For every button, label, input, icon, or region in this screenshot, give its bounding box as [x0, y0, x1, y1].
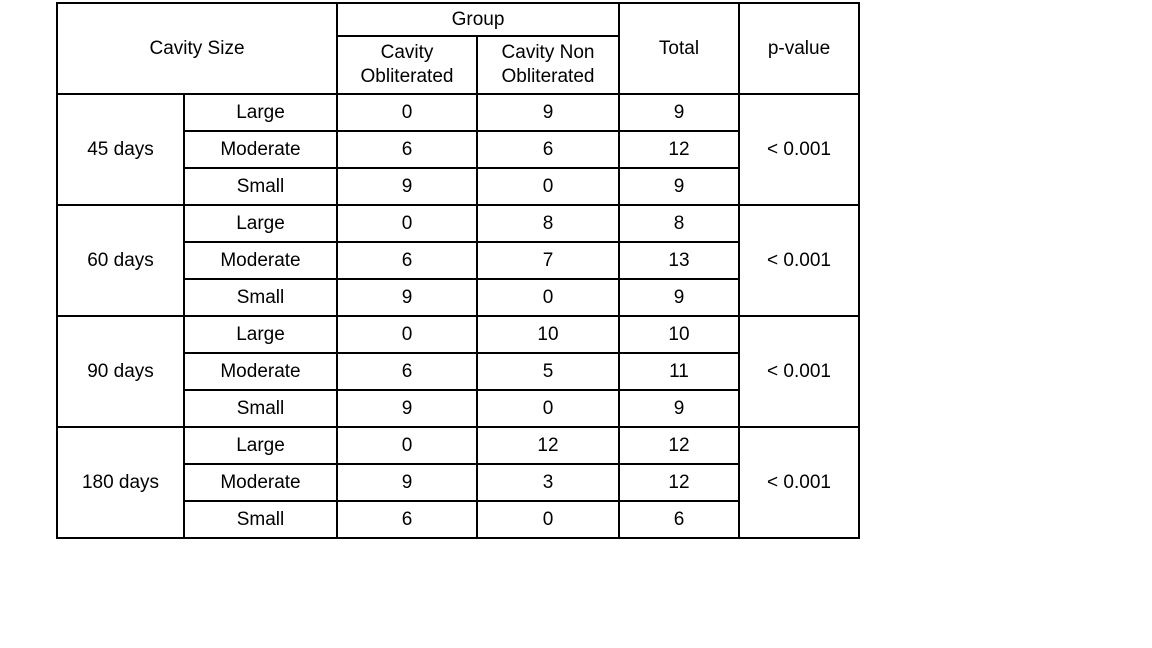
total-value-cell: 11: [618, 352, 740, 391]
non-obliterated-value-cell: 9: [476, 93, 620, 132]
total-value-cell: 9: [618, 278, 740, 317]
table-row: Small 9 0 9: [57, 278, 859, 317]
period-cell: 180 days: [56, 426, 185, 539]
cavity-size-table: Cavity Size Group Total p-value Cavity O…: [56, 2, 860, 539]
non-obliterated-value-cell: 12: [476, 426, 620, 465]
header-cavity-obliterated: Cavity Obliterated: [336, 35, 478, 95]
table-row: Small 9 0 9: [57, 167, 859, 206]
size-cell: Moderate: [183, 241, 338, 280]
header-row-top: Cavity Size Group Total p-value: [56, 2, 860, 95]
total-value-cell: 9: [618, 389, 740, 428]
header-row-sub: Cavity Obliterated Cavity Non Obliterate…: [57, 35, 859, 95]
header-total: Total: [618, 2, 740, 95]
obliterated-value-cell: 9: [336, 463, 478, 502]
non-obliterated-value-cell: 5: [476, 352, 620, 391]
table-row: Small 9 0 9: [57, 389, 859, 428]
table-row: 60 days Large 0 8 8 < 0.001: [56, 204, 860, 317]
size-cell: Small: [183, 167, 338, 206]
period-cell: 60 days: [56, 204, 185, 317]
header-group: Group: [336, 2, 620, 37]
table-row: Moderate 6 7 13: [57, 241, 859, 280]
table-row: Small 6 0 6: [57, 500, 859, 539]
obliterated-value-cell: 6: [336, 130, 478, 169]
size-cell: Small: [183, 389, 338, 428]
obliterated-value-cell: 6: [336, 352, 478, 391]
table-header: Cavity Size Group Total p-value Cavity O…: [56, 2, 860, 95]
size-cell: Moderate: [183, 463, 338, 502]
size-cell: Large: [183, 315, 338, 354]
size-cell: Large: [183, 426, 338, 465]
non-obliterated-value-cell: 0: [476, 278, 620, 317]
obliterated-value-cell: 0: [336, 204, 478, 243]
table-row: 45 days Large 0 9 9 < 0.001: [56, 93, 860, 206]
size-cell: Large: [183, 204, 338, 243]
size-cell: Moderate: [183, 130, 338, 169]
period-cell: 90 days: [56, 315, 185, 428]
non-obliterated-value-cell: 6: [476, 130, 620, 169]
size-cell: Small: [183, 278, 338, 317]
table-row: 90 days Large 0 10 10 < 0.001: [56, 315, 860, 428]
table-row: 180 days Large 0 12 12 < 0.001: [56, 426, 860, 539]
obliterated-value-cell: 6: [336, 241, 478, 280]
table-row: Moderate 9 3 12: [57, 463, 859, 502]
header-p-value: p-value: [738, 2, 860, 95]
total-value-cell: 10: [618, 315, 740, 354]
total-value-cell: 13: [618, 241, 740, 280]
size-cell: Moderate: [183, 352, 338, 391]
obliterated-value-cell: 0: [336, 93, 478, 132]
non-obliterated-value-cell: 7: [476, 241, 620, 280]
total-value-cell: 9: [618, 93, 740, 132]
non-obliterated-value-cell: 0: [476, 500, 620, 539]
non-obliterated-value-cell: 3: [476, 463, 620, 502]
total-value-cell: 8: [618, 204, 740, 243]
non-obliterated-value-cell: 8: [476, 204, 620, 243]
period-cell: 45 days: [56, 93, 185, 206]
obliterated-value-cell: 9: [336, 278, 478, 317]
total-value-cell: 12: [618, 463, 740, 502]
table-body: 45 days Large 0 9 9 < 0.001 Moderate 6 6 12 Small 9…: [56, 93, 860, 539]
total-value-cell: 12: [618, 426, 740, 465]
table-row: Moderate 6 5 11: [57, 352, 859, 391]
total-value-cell: 12: [618, 130, 740, 169]
total-value-cell: 6: [618, 500, 740, 539]
non-obliterated-value-cell: 0: [476, 389, 620, 428]
header-cavity-non-obliterated: Cavity Non Obliterated: [476, 35, 620, 95]
total-value-cell: 9: [618, 167, 740, 206]
table-row: Moderate 6 6 12: [57, 130, 859, 169]
header-cavity-size: Cavity Size: [56, 2, 338, 95]
p-value-cell: < 0.001: [738, 93, 860, 206]
obliterated-value-cell: 6: [336, 500, 478, 539]
obliterated-value-cell: 0: [336, 315, 478, 354]
size-cell: Large: [183, 93, 338, 132]
size-cell: Small: [183, 500, 338, 539]
obliterated-value-cell: 9: [336, 167, 478, 206]
p-value-cell: < 0.001: [738, 315, 860, 428]
obliterated-value-cell: 0: [336, 426, 478, 465]
p-value-cell: < 0.001: [738, 426, 860, 539]
non-obliterated-value-cell: 0: [476, 167, 620, 206]
non-obliterated-value-cell: 10: [476, 315, 620, 354]
obliterated-value-cell: 9: [336, 389, 478, 428]
p-value-cell: < 0.001: [738, 204, 860, 317]
